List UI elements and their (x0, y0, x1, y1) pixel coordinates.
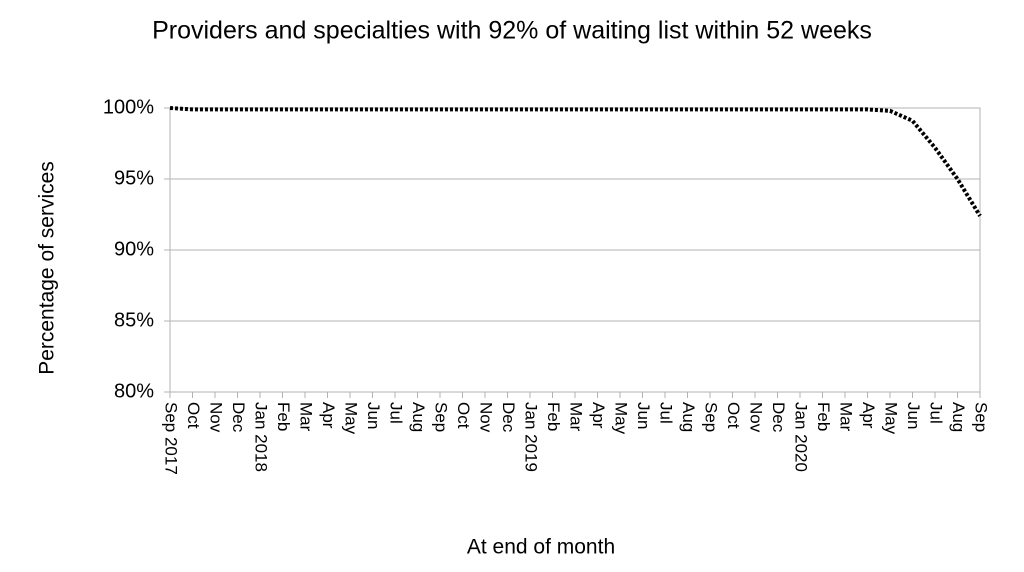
x-tick-label: Jul (657, 402, 676, 424)
x-tick-label: Feb (814, 402, 833, 431)
x-tick-label: Oct (184, 402, 203, 429)
x-tick-label: Nov (747, 402, 766, 433)
x-tick-label: Aug (409, 402, 428, 432)
x-tick-label: May (342, 402, 361, 435)
x-tick-label: Sep (432, 402, 451, 432)
x-tick-label: Jul (387, 402, 406, 424)
x-tick-label: Mar (837, 402, 856, 432)
x-tick-label: Jan 2018 (252, 402, 271, 472)
x-tick-label: Nov (477, 402, 496, 433)
x-tick-label: Jan 2019 (522, 402, 541, 472)
x-tick-label: Aug (949, 402, 968, 432)
x-tick-label: Apr (859, 402, 878, 429)
x-tick-label: Dec (769, 402, 788, 433)
x-tick-label: Feb (544, 402, 563, 431)
x-tick-label: Oct (454, 402, 473, 429)
x-tick-label: Sep (972, 402, 991, 432)
x-tick-label: Jan 2020 (792, 402, 811, 472)
x-tick-label: Dec (229, 402, 248, 433)
y-tick-label: 100% (103, 96, 154, 118)
x-tick-label: Jun (904, 402, 923, 429)
y-axis-title: Percentage of services (36, 161, 59, 375)
line (169, 106, 982, 217)
x-tick-label: Nov (207, 402, 226, 433)
x-tick-label: Jun (634, 402, 653, 429)
x-tick-label: Mar (567, 402, 586, 432)
x-tick-label: Sep (702, 402, 721, 432)
x-tick-label: Dec (499, 402, 518, 433)
x-tick-label: Mar (297, 402, 316, 432)
x-tick-label: Apr (319, 402, 338, 429)
x-tick-label: Jun (364, 402, 383, 429)
y-tick-label: 90% (114, 238, 154, 260)
x-tick-label: May (612, 402, 631, 435)
x-tick-label: Sep 2017 (162, 402, 181, 475)
x-tick-label: Oct (724, 402, 743, 429)
x-tick-label: Aug (679, 402, 698, 432)
x-tick-label: Apr (589, 402, 608, 429)
x-axis-title: At end of month (467, 536, 615, 559)
y-tick-label: 95% (114, 167, 154, 189)
y-tick-label: 80% (114, 380, 154, 402)
y-tick-label: 85% (114, 309, 154, 331)
x-tick-label: Feb (274, 402, 293, 431)
x-tick-label: Jul (927, 402, 946, 424)
x-tick-label: May (882, 402, 901, 435)
chart-title: Providers and specialties with 92% of wa… (152, 17, 872, 45)
